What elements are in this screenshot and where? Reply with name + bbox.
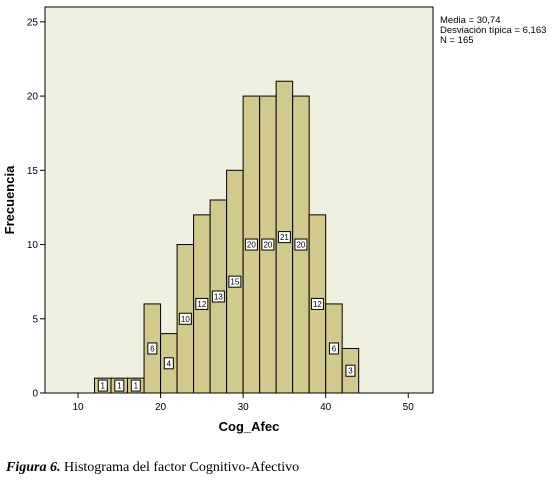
y-tick-label: 20	[27, 92, 39, 103]
data-label: 20	[261, 238, 275, 251]
data-label: 6	[328, 342, 339, 355]
data-label: 4	[163, 357, 174, 370]
axes-layer: 10 20 30 40 50 0 5 10 15 20 25	[27, 17, 414, 413]
data-label-box	[211, 290, 225, 303]
x-tick-label: 10	[72, 402, 84, 413]
data-label: 12	[195, 297, 209, 310]
data-label: 20	[244, 238, 258, 251]
data-label-box	[277, 231, 291, 244]
data-label-text: 13	[214, 293, 223, 302]
data-label-text: 21	[280, 233, 289, 242]
stats-box: Media = 30,74 Desviación típica = 6,163 …	[440, 16, 546, 46]
data-label-text: 1	[101, 382, 106, 391]
data-label-box	[163, 357, 174, 370]
plot-frame	[44, 6, 434, 394]
data-label-box	[195, 297, 209, 310]
figure-caption-text: Histograma del factor Cognitivo-Afectivo	[63, 460, 300, 475]
data-label-box	[244, 238, 258, 251]
data-label: 1	[130, 379, 141, 392]
y-tick-label: 10	[27, 240, 39, 251]
stats-std: Desviación típica = 6,163	[440, 25, 547, 36]
data-label-box	[114, 379, 125, 392]
data-label-text: 20	[263, 241, 272, 250]
x-tick-label: 30	[238, 402, 250, 413]
data-label-text: 20	[247, 241, 256, 250]
y-tick-label: 0	[32, 389, 38, 400]
data-label-text: 12	[313, 300, 322, 309]
data-label: 13	[211, 290, 225, 303]
data-label-text: 10	[181, 315, 190, 324]
data-label-box	[310, 297, 324, 310]
data-label-text: 6	[150, 344, 155, 353]
data-label-box	[147, 342, 158, 355]
y-tick-label: 25	[27, 17, 39, 28]
data-label-box	[97, 379, 108, 392]
data-label-box	[345, 364, 356, 377]
data-label-text: 6	[332, 344, 337, 353]
x-tick-label: 50	[403, 402, 415, 413]
x-tick-label: 20	[155, 402, 167, 413]
data-label-text: 4	[167, 359, 172, 368]
data-label-text: 15	[230, 278, 239, 287]
data-label-box	[228, 275, 242, 288]
data-label: 10	[178, 312, 192, 325]
figure-caption: Figura 6. Histograma del factor Cognitiv…	[6, 460, 299, 476]
data-label: 1	[114, 379, 125, 392]
data-label-text: 1	[117, 382, 122, 391]
x-tick-label: 40	[320, 402, 332, 413]
data-label-text: 20	[296, 241, 305, 250]
x-axis-title: Cog_Afec	[219, 419, 280, 434]
data-label-box	[261, 238, 275, 251]
data-label-box	[294, 238, 308, 251]
data-label-text: 3	[348, 367, 353, 376]
y-tick-label: 5	[32, 314, 38, 325]
data-label: 1	[97, 379, 108, 392]
y-axis-title: Frecuencia	[2, 165, 17, 234]
data-label-box	[130, 379, 141, 392]
data-label-text: 12	[197, 300, 206, 309]
data-label-box	[178, 312, 192, 325]
data-label: 15	[228, 275, 242, 288]
y-tick-label: 15	[27, 166, 39, 177]
stats-n: N = 165	[440, 35, 474, 46]
data-labels-layer: 1 1 1 6 4 10 12 13 15 20 20 21 20 12 6 3	[97, 231, 356, 392]
data-label: 6	[147, 342, 158, 355]
data-label-text: 1	[134, 382, 139, 391]
data-label: 20	[294, 238, 308, 251]
data-label: 12	[310, 297, 324, 310]
data-label-box	[328, 342, 339, 355]
data-label: 3	[345, 364, 356, 377]
data-label: 21	[277, 231, 291, 244]
figure-label: Figura 6.	[6, 460, 61, 475]
stats-mean: Media = 30,74	[440, 15, 501, 26]
